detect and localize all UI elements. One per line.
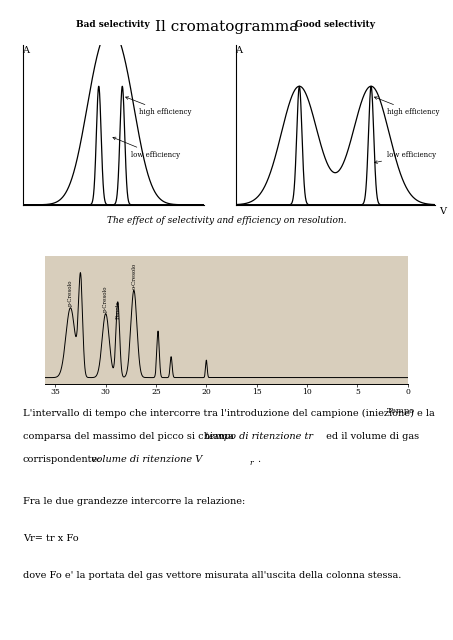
- Text: low efficiency: low efficiency: [375, 151, 436, 163]
- Text: ed il volume di gas: ed il volume di gas: [323, 432, 419, 441]
- Text: .: .: [257, 455, 260, 464]
- Text: corrispondente:: corrispondente:: [23, 455, 101, 464]
- Text: p-Cresolo: p-Cresolo: [103, 285, 108, 312]
- Text: dove Fo e' la portata del gas vettore misurata all'uscita della colonna stessa.: dove Fo e' la portata del gas vettore mi…: [23, 571, 401, 580]
- Text: V: V: [439, 207, 446, 216]
- Text: low efficiency: low efficiency: [113, 137, 180, 159]
- Text: Vr= tr x Fo: Vr= tr x Fo: [23, 534, 78, 543]
- Text: high efficiency: high efficiency: [375, 97, 439, 116]
- Text: Il cromatogramma: Il cromatogramma: [155, 20, 298, 34]
- Text: Fra le due grandezze intercorre la relazione:: Fra le due grandezze intercorre la relaz…: [23, 497, 245, 506]
- Text: high efficiency: high efficiency: [125, 97, 191, 116]
- Text: Tempo: Tempo: [387, 407, 415, 415]
- Text: tempo di ritenzione tr: tempo di ritenzione tr: [205, 432, 313, 441]
- Text: A: A: [235, 46, 242, 55]
- Text: comparsa del massimo del picco si chiama: comparsa del massimo del picco si chiama: [23, 432, 236, 441]
- Text: The effect of selectivity and efficiency on resolution.: The effect of selectivity and efficiency…: [107, 216, 346, 225]
- Text: Fenolo: Fenolo: [115, 300, 120, 319]
- Text: p-Cresolo: p-Cresolo: [68, 280, 73, 306]
- Text: Bad selectivity: Bad selectivity: [77, 20, 150, 29]
- Text: L'intervallo di tempo che intercorre tra l'introduzione del campione (iniezione): L'intervallo di tempo che intercorre tra…: [23, 409, 434, 418]
- Text: o-Cresolo: o-Cresolo: [131, 262, 136, 289]
- Text: volume di ritenzione V: volume di ritenzione V: [92, 455, 202, 464]
- Text: r: r: [250, 459, 254, 467]
- Text: Good selectivity: Good selectivity: [295, 20, 375, 29]
- Text: A: A: [22, 46, 29, 55]
